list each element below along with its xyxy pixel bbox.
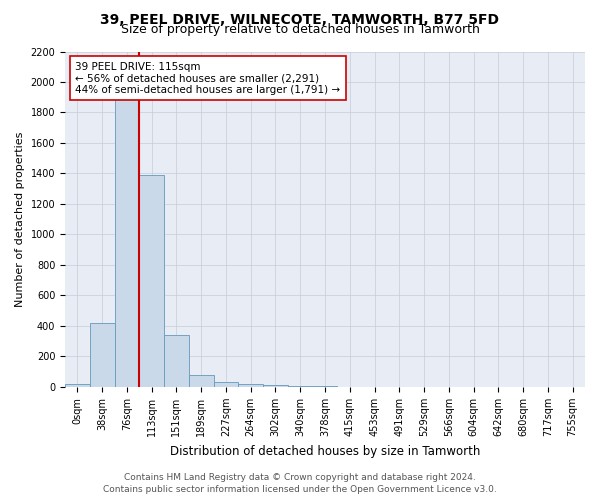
Bar bbox=[139, 175, 164, 387]
Y-axis label: Number of detached properties: Number of detached properties bbox=[15, 132, 25, 307]
Bar bbox=[238, 384, 263, 387]
Bar bbox=[90, 323, 115, 387]
Bar bbox=[164, 335, 189, 387]
Bar bbox=[288, 386, 313, 387]
Bar bbox=[214, 382, 238, 387]
X-axis label: Distribution of detached houses by size in Tamworth: Distribution of detached houses by size … bbox=[170, 444, 480, 458]
Bar bbox=[263, 386, 288, 387]
Bar bbox=[115, 97, 139, 387]
Bar bbox=[189, 374, 214, 387]
Text: 39 PEEL DRIVE: 115sqm
← 56% of detached houses are smaller (2,291)
44% of semi-d: 39 PEEL DRIVE: 115sqm ← 56% of detached … bbox=[76, 62, 341, 95]
Text: Contains HM Land Registry data © Crown copyright and database right 2024.
Contai: Contains HM Land Registry data © Crown c… bbox=[103, 472, 497, 494]
Text: 39, PEEL DRIVE, WILNECOTE, TAMWORTH, B77 5FD: 39, PEEL DRIVE, WILNECOTE, TAMWORTH, B77… bbox=[101, 12, 499, 26]
Text: Size of property relative to detached houses in Tamworth: Size of property relative to detached ho… bbox=[121, 22, 479, 36]
Bar bbox=[65, 384, 90, 387]
